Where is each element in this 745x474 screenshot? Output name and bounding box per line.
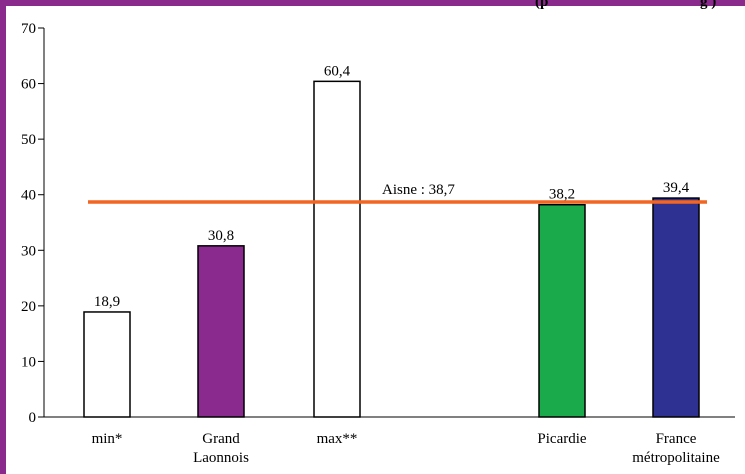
bar [538, 203, 586, 418]
header-text: (p [535, 0, 548, 10]
x-tick-label-line: max** [317, 431, 358, 447]
x-tick-label: Grand Laonnois [193, 431, 249, 466]
reference-line-label: Aisne : 38,7 [382, 182, 455, 198]
x-tick-label-line: Picardie [537, 431, 586, 447]
data-label: 30,8 [208, 228, 234, 244]
x-tick-label-line: min* [92, 431, 123, 447]
bar [197, 245, 245, 418]
x-tick-label: France métropolitaine [632, 431, 720, 466]
bar [313, 80, 361, 418]
data-label: 60,4 [324, 63, 351, 79]
y-tick-label: 20 [21, 299, 36, 315]
header-text-right: g ) [700, 0, 716, 10]
y-tick-label: 50 [21, 132, 36, 148]
x-tick-label-line: métropolitaine [632, 450, 720, 466]
data-label: 38,2 [549, 187, 575, 203]
x-tick-label: min* [92, 431, 123, 447]
x-tick-label-line: Grand [202, 431, 240, 447]
y-tick-label: 0 [29, 410, 37, 426]
data-label: 39,4 [663, 180, 690, 196]
y-tick-label: 10 [21, 354, 36, 370]
data-label: 18,9 [94, 294, 120, 310]
y-tick-label: 30 [21, 243, 36, 259]
bar [83, 311, 131, 418]
x-tick-label: max** [317, 431, 358, 447]
x-tick-label-line: Laonnois [193, 450, 249, 466]
y-tick-label: 70 [21, 21, 36, 37]
bar [652, 197, 700, 418]
x-tick-label-line: France [656, 431, 697, 447]
y-tick-label: 60 [21, 77, 36, 93]
x-tick-label: Picardie [537, 431, 586, 447]
y-tick-label: 40 [21, 188, 36, 204]
